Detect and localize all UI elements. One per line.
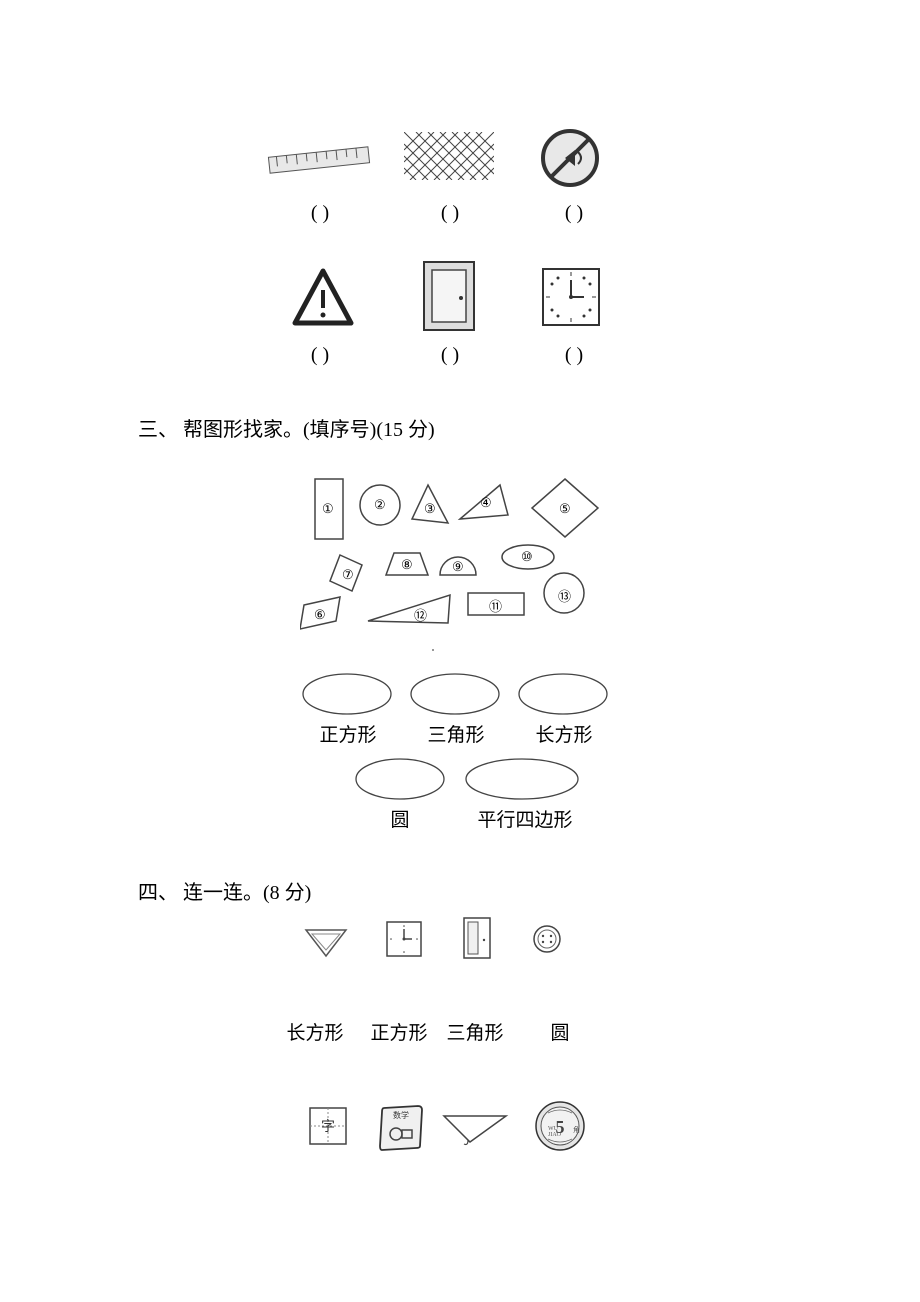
match-label-square: 正方形 [364, 1018, 434, 1045]
match-top-triangle [302, 926, 350, 960]
svg-text:角: 角 [573, 1125, 580, 1134]
match-top-door [462, 916, 492, 960]
blank-5[interactable]: ( ) [410, 344, 490, 367]
page-dot [432, 649, 434, 651]
blank-6[interactable]: ( ) [534, 344, 614, 367]
shape-label-6: ⑥ [314, 607, 326, 623]
section-3-title: 三、 帮图形找家。(填序号)(15 分) [138, 413, 435, 442]
shape-label-1: ① [322, 501, 334, 517]
shape-label-3: ③ [424, 501, 436, 517]
object-no-horn-sign [540, 128, 600, 188]
object-mesh [404, 132, 494, 180]
match-bottom-mathbook: 数学 [376, 1102, 426, 1152]
cat-rectangle: 长方形 [528, 720, 600, 747]
object-ruler [265, 140, 373, 180]
match-label-circle: 圆 [540, 1018, 580, 1045]
svg-text:数学: 数学 [393, 1110, 409, 1120]
object-door [422, 260, 476, 332]
shape-label-10: ⑩ [521, 549, 533, 565]
blank-4[interactable]: ( ) [280, 344, 360, 367]
section-4-title: 四、 连一连。(8 分) [138, 876, 311, 905]
shape-label-5: ⑤ [559, 501, 571, 517]
match-label-triangle: 三角形 [440, 1018, 510, 1045]
match-label-rectangle: 长方形 [280, 1018, 350, 1045]
match-bottom-coin: 5WUJIAO角 [534, 1100, 586, 1152]
blank-1[interactable]: ( ) [280, 202, 360, 225]
shape-label-9: ⑨ [452, 559, 464, 575]
svg-text:字: 字 [321, 1119, 335, 1135]
cat-circle: 圆 [380, 805, 420, 832]
shape-label-13: ⑬ [558, 586, 571, 605]
object-clock [540, 266, 602, 328]
shapes-group: ① ② ③ ④ ⑤ ⑥ ⑦ ⑧ ⑨ ⑩ ⑪ ⑫ ⑬ [300, 475, 610, 655]
cat-square: 正方形 [312, 720, 384, 747]
match-bottom-scarf [440, 1112, 510, 1146]
blank-3[interactable]: ( ) [534, 202, 614, 225]
cat-triangle: 三角形 [420, 720, 492, 747]
shape-label-7: ⑦ [342, 567, 354, 583]
shape-label-12: ⑫ [414, 605, 427, 624]
cat-parallelogram: 平行四边形 [470, 805, 580, 832]
shape-label-8: ⑧ [401, 557, 413, 573]
match-top-clock [385, 920, 423, 958]
shape-label-4: ④ [480, 495, 492, 511]
match-top-button [532, 924, 562, 954]
shape-label-11: ⑪ [489, 596, 502, 615]
blank-2[interactable]: ( ) [410, 202, 490, 225]
shape-label-2: ② [374, 497, 386, 513]
svg-text:JIAO: JIAO [548, 1132, 562, 1138]
object-warning-triangle [292, 268, 354, 326]
match-bottom-tianzige: 字 [308, 1106, 348, 1146]
